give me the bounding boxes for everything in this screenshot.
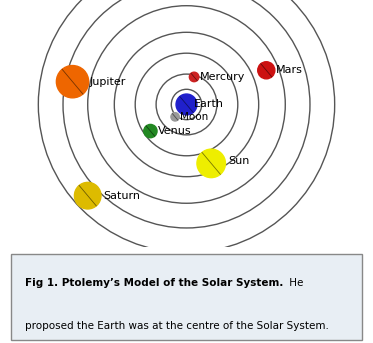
- Circle shape: [189, 72, 199, 82]
- Text: Sun: Sun: [228, 156, 250, 166]
- Text: Jupiter: Jupiter: [90, 77, 126, 87]
- Circle shape: [144, 125, 157, 138]
- Text: Mercury: Mercury: [200, 72, 245, 82]
- Circle shape: [258, 62, 275, 79]
- Text: Earth: Earth: [194, 99, 224, 109]
- Text: Mars: Mars: [276, 65, 303, 75]
- Circle shape: [171, 113, 179, 121]
- FancyBboxPatch shape: [11, 254, 362, 340]
- Circle shape: [197, 149, 225, 178]
- Circle shape: [176, 94, 197, 115]
- Text: Venus: Venus: [158, 126, 192, 136]
- Text: Saturn: Saturn: [103, 191, 140, 201]
- Circle shape: [56, 66, 89, 98]
- Text: Moon: Moon: [180, 112, 208, 122]
- Text: proposed the Earth was at the centre of the Solar System.: proposed the Earth was at the centre of …: [25, 321, 329, 331]
- Text: Fig 1. Ptolemy’s Model of the Solar System.: Fig 1. Ptolemy’s Model of the Solar Syst…: [25, 278, 283, 288]
- Text: He: He: [286, 278, 304, 288]
- Circle shape: [75, 182, 101, 209]
